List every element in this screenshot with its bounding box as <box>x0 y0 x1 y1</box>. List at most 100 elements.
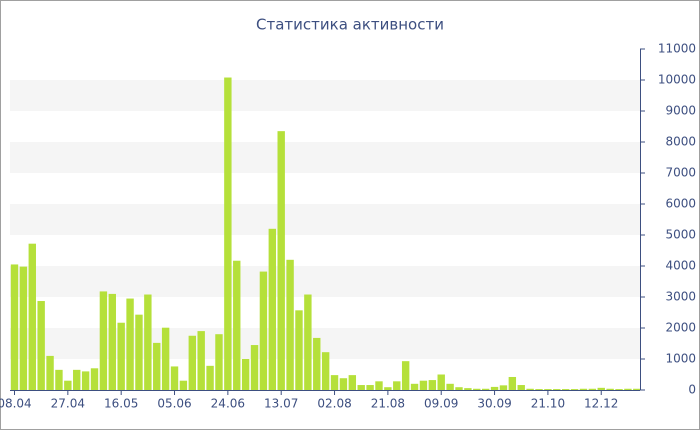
bar <box>215 334 223 390</box>
bar <box>81 371 90 390</box>
x-tick-label: 09.09 <box>424 397 458 411</box>
bar <box>561 389 570 390</box>
x-tick-label: 13.07 <box>264 397 298 411</box>
bar <box>606 388 614 390</box>
bar <box>455 387 463 390</box>
y-tick-label: 0 <box>688 383 696 397</box>
x-tick-label: 27.04 <box>51 397 85 411</box>
y-tick-label: 5000 <box>665 228 696 242</box>
y-tick-label: 3000 <box>665 290 696 304</box>
bar <box>357 385 365 390</box>
bar <box>330 375 339 390</box>
bar <box>153 342 161 390</box>
bar <box>446 383 454 390</box>
y-tick-label: 8000 <box>665 135 696 149</box>
bar <box>108 293 116 390</box>
bar <box>393 381 401 390</box>
bar <box>144 294 152 390</box>
bar <box>304 294 312 390</box>
bar <box>490 386 499 390</box>
bar <box>428 380 437 390</box>
bar <box>46 355 54 390</box>
y-tick-label: 10000 <box>658 73 696 87</box>
bar <box>410 383 419 390</box>
bar <box>37 301 45 390</box>
bar <box>206 365 214 390</box>
bar <box>268 228 277 390</box>
x-tick-label: 12.12 <box>584 397 618 411</box>
bar <box>170 366 179 390</box>
bar <box>481 388 490 390</box>
bar <box>286 259 294 390</box>
bar <box>313 337 321 390</box>
bar <box>188 335 196 390</box>
x-tick-label: 21.08 <box>371 397 405 411</box>
y-tick-label: 7000 <box>665 166 696 180</box>
bar <box>259 271 268 390</box>
bar <box>55 369 63 390</box>
bar <box>588 388 597 390</box>
x-tick-label: 24.06 <box>211 397 245 411</box>
y-tick-label: 2000 <box>665 321 696 335</box>
bar <box>277 131 285 390</box>
y-tick-label: 9000 <box>665 104 696 118</box>
x-tick-label: 02.08 <box>317 397 351 411</box>
chart-title: Статистика активности <box>256 16 444 34</box>
bar <box>73 369 81 390</box>
bar <box>126 298 134 390</box>
bar <box>508 376 517 390</box>
bar <box>197 331 205 390</box>
bar <box>624 388 632 390</box>
grid-band <box>10 142 640 173</box>
bar <box>437 374 445 390</box>
bar <box>544 389 552 390</box>
bar <box>535 389 543 390</box>
bar <box>553 389 561 390</box>
bar <box>117 322 125 390</box>
bar <box>473 388 481 390</box>
bar <box>64 380 72 390</box>
bar <box>499 385 508 390</box>
bar <box>375 381 383 390</box>
bar <box>579 388 588 390</box>
bar <box>224 77 232 391</box>
y-tick-label: 1000 <box>665 352 696 366</box>
bar <box>401 361 410 390</box>
bar <box>597 387 605 390</box>
bar <box>10 264 19 390</box>
bar <box>526 388 534 390</box>
bar <box>464 388 472 390</box>
y-tick-label: 6000 <box>665 197 696 211</box>
bar <box>321 352 330 390</box>
bar <box>615 389 623 390</box>
bar <box>419 380 428 390</box>
bar <box>233 260 241 390</box>
x-tick-label: 30.09 <box>477 397 511 411</box>
bar <box>99 291 108 390</box>
bar <box>241 359 250 390</box>
bar <box>28 243 36 390</box>
bar <box>384 387 392 390</box>
bar <box>135 314 143 390</box>
bar <box>366 385 374 390</box>
grid-band <box>10 266 640 297</box>
bar <box>161 327 170 390</box>
bar <box>250 345 259 390</box>
x-tick-label: 05.06 <box>157 397 191 411</box>
x-tick-label: 21.10 <box>531 397 565 411</box>
x-tick-label: 08.04 <box>0 397 32 411</box>
bar <box>295 310 303 390</box>
bar <box>570 389 579 390</box>
y-tick-label: 4000 <box>665 259 696 273</box>
grid-band <box>10 204 640 235</box>
bar <box>19 266 28 390</box>
bar <box>339 378 348 390</box>
grid-band <box>10 80 640 111</box>
bar <box>179 380 188 390</box>
bar <box>90 368 99 390</box>
y-tick-label: 11000 <box>658 42 696 56</box>
bar <box>348 375 357 390</box>
bar <box>517 385 525 390</box>
bar <box>633 388 641 390</box>
